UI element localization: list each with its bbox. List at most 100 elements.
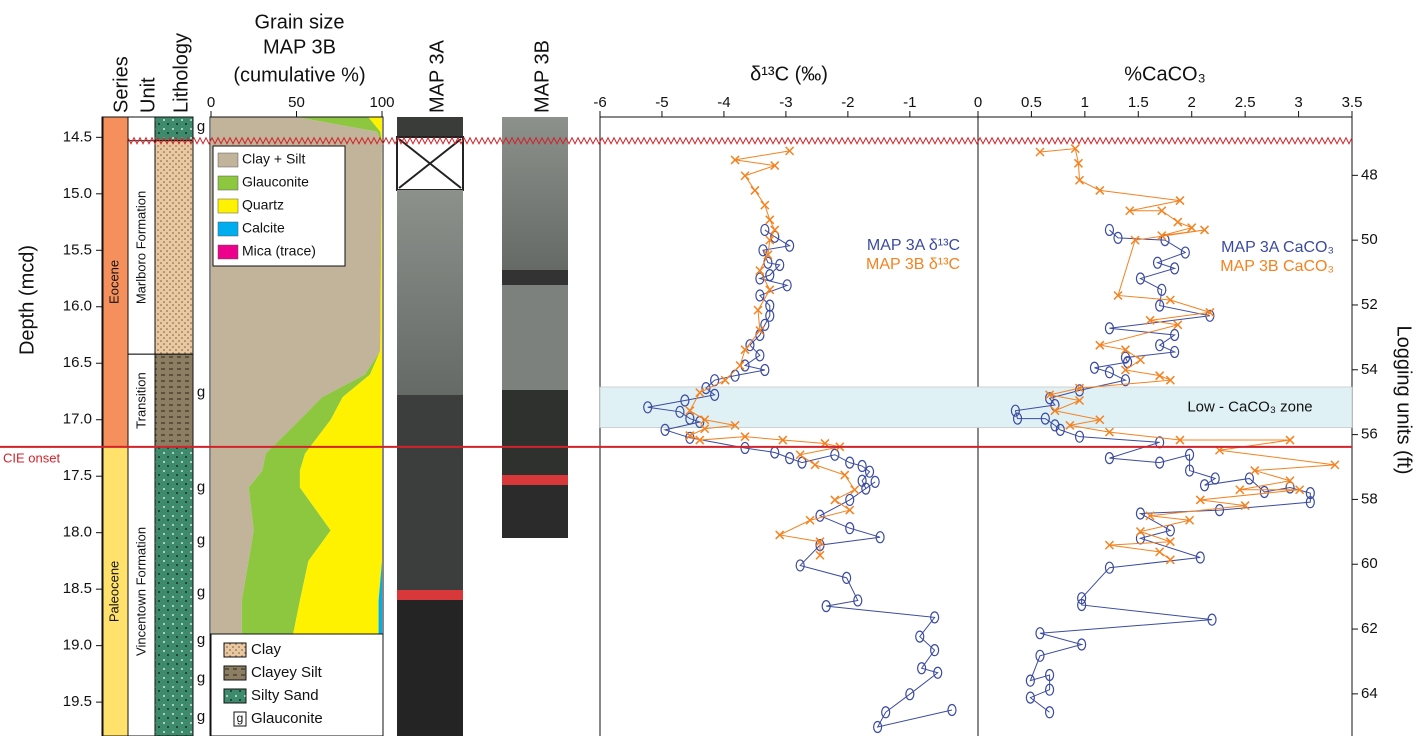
axis-title: Logging units (ft) [1393, 326, 1415, 475]
column-title: Lithology [170, 33, 192, 113]
y2-tick-label: 54 [1361, 361, 1378, 378]
core-photo-3a [397, 117, 463, 736]
legend-label: Mica (trace) [242, 243, 316, 259]
cie-onset-label: CIE onset [3, 450, 60, 465]
y-tick-label: 18.0 [63, 524, 92, 541]
zone-label: Low - CaCO₃ zone [1187, 398, 1312, 415]
point [1136, 528, 1144, 536]
glauconite-mark: g [197, 532, 205, 549]
series-line [1040, 149, 1335, 560]
lithology-interval [155, 354, 193, 447]
legend-label: Glauconite [242, 174, 309, 190]
y-tick-label: 16.5 [63, 354, 92, 371]
legend-label: Quartz [242, 197, 284, 213]
x-tick-label: 3 [1294, 94, 1302, 111]
y2-tick-label: 64 [1361, 685, 1378, 702]
point [846, 506, 854, 514]
point [841, 471, 849, 479]
core-label: MAP 3B [531, 40, 553, 113]
lithology-interval [155, 141, 193, 354]
glauconite-mark: g [197, 669, 205, 686]
point [766, 286, 774, 294]
glauconite-mark: g [197, 631, 205, 648]
point [811, 461, 819, 469]
legend-swatch [218, 199, 238, 213]
x-tick-label: 0.5 [1021, 94, 1042, 111]
x-tick-label: 50 [288, 94, 305, 111]
y-tick-label: 18.5 [63, 580, 92, 597]
y2-tick-label: 58 [1361, 490, 1378, 507]
legend-label: Silty Sand [251, 687, 319, 704]
y2-tick-label: 62 [1361, 620, 1378, 637]
series-line [648, 230, 952, 727]
x-tick-label: -1 [903, 94, 916, 111]
x-tick-label: -2 [841, 94, 854, 111]
y2-tick-label: 56 [1361, 426, 1378, 443]
glauconite-mark: g [197, 384, 205, 401]
y2-tick-label: 52 [1361, 296, 1378, 313]
legend-label: Glauconite [251, 710, 323, 727]
legend-label: Clayey Silt [251, 664, 323, 681]
point [1174, 218, 1182, 226]
unit-name: Marlboro Formation [133, 191, 148, 304]
x-tick-label: 1.5 [1128, 94, 1149, 111]
x-tick-label: -5 [655, 94, 668, 111]
y-tick-label: 16.0 [63, 298, 92, 315]
legend-symbol: g [237, 711, 244, 725]
point [1166, 556, 1174, 564]
y-tick-label: 17.5 [63, 467, 92, 484]
legend-label: Calcite [242, 220, 285, 236]
unit-name: Vincentown Formation [133, 527, 148, 656]
point [1188, 224, 1196, 232]
column-title: Unit [137, 77, 159, 113]
point [751, 186, 759, 194]
y-tick-label: 14.5 [63, 128, 92, 145]
x-tick-label: 0 [207, 94, 215, 111]
point [771, 226, 779, 234]
legend-swatch [218, 176, 238, 190]
legend-swatch [224, 666, 246, 680]
chart-title: (cumulative %) [233, 64, 365, 86]
series-name: Eocene [106, 260, 121, 304]
chart-title: %CaCO₃ [1124, 63, 1206, 85]
legend-swatch [224, 643, 246, 657]
legend-label: MAP 3A CaCO₃ [1221, 239, 1334, 256]
y2-tick-label: 50 [1361, 231, 1378, 248]
y2-tick-label: 60 [1361, 555, 1378, 572]
y-tick-label: 15.0 [63, 185, 92, 202]
legend-swatch [218, 245, 238, 259]
glauconite-mark: g [197, 584, 205, 601]
point [831, 496, 839, 504]
y2-tick-label: 48 [1361, 166, 1378, 183]
legend-label: MAP 3B CaCO₃ [1220, 258, 1334, 275]
legend-swatch [218, 153, 238, 167]
x-tick-label: 2.5 [1235, 94, 1256, 111]
point [1136, 356, 1144, 364]
x-tick-label: 2 [1188, 94, 1196, 111]
column-title: Series [110, 56, 132, 113]
legend-label: Clay + Silt [242, 151, 306, 167]
lithology-interval [155, 117, 193, 141]
core-label: MAP 3A [426, 39, 448, 113]
glauconite-mark: g [197, 708, 205, 725]
legend-label: MAP 3A δ¹³C [867, 237, 960, 254]
y-tick-label: 17.0 [63, 411, 92, 428]
y-tick-label: 15.5 [63, 241, 92, 258]
point [766, 216, 774, 224]
chart-title: MAP 3B [263, 36, 336, 58]
series-name: Paleocene [106, 561, 121, 622]
x-tick-label: 1 [1081, 94, 1089, 111]
glauconite-mark: g [197, 478, 205, 495]
x-tick-label: 100 [369, 94, 394, 111]
core-photo-3b [502, 117, 568, 538]
y-tick-label: 19.0 [63, 637, 92, 654]
point [761, 201, 769, 209]
point [806, 516, 814, 524]
figure: Depth (mcd)14.515.015.516.016.517.017.51… [0, 0, 1417, 736]
point [741, 172, 749, 180]
plot-layer: Depth (mcd)14.515.015.516.016.517.017.51… [0, 11, 1415, 736]
legend-label: MAP 3B δ¹³C [866, 256, 960, 273]
x-tick-label: -6 [593, 94, 606, 111]
series-line [690, 151, 855, 555]
x-tick-label: -4 [717, 94, 730, 111]
